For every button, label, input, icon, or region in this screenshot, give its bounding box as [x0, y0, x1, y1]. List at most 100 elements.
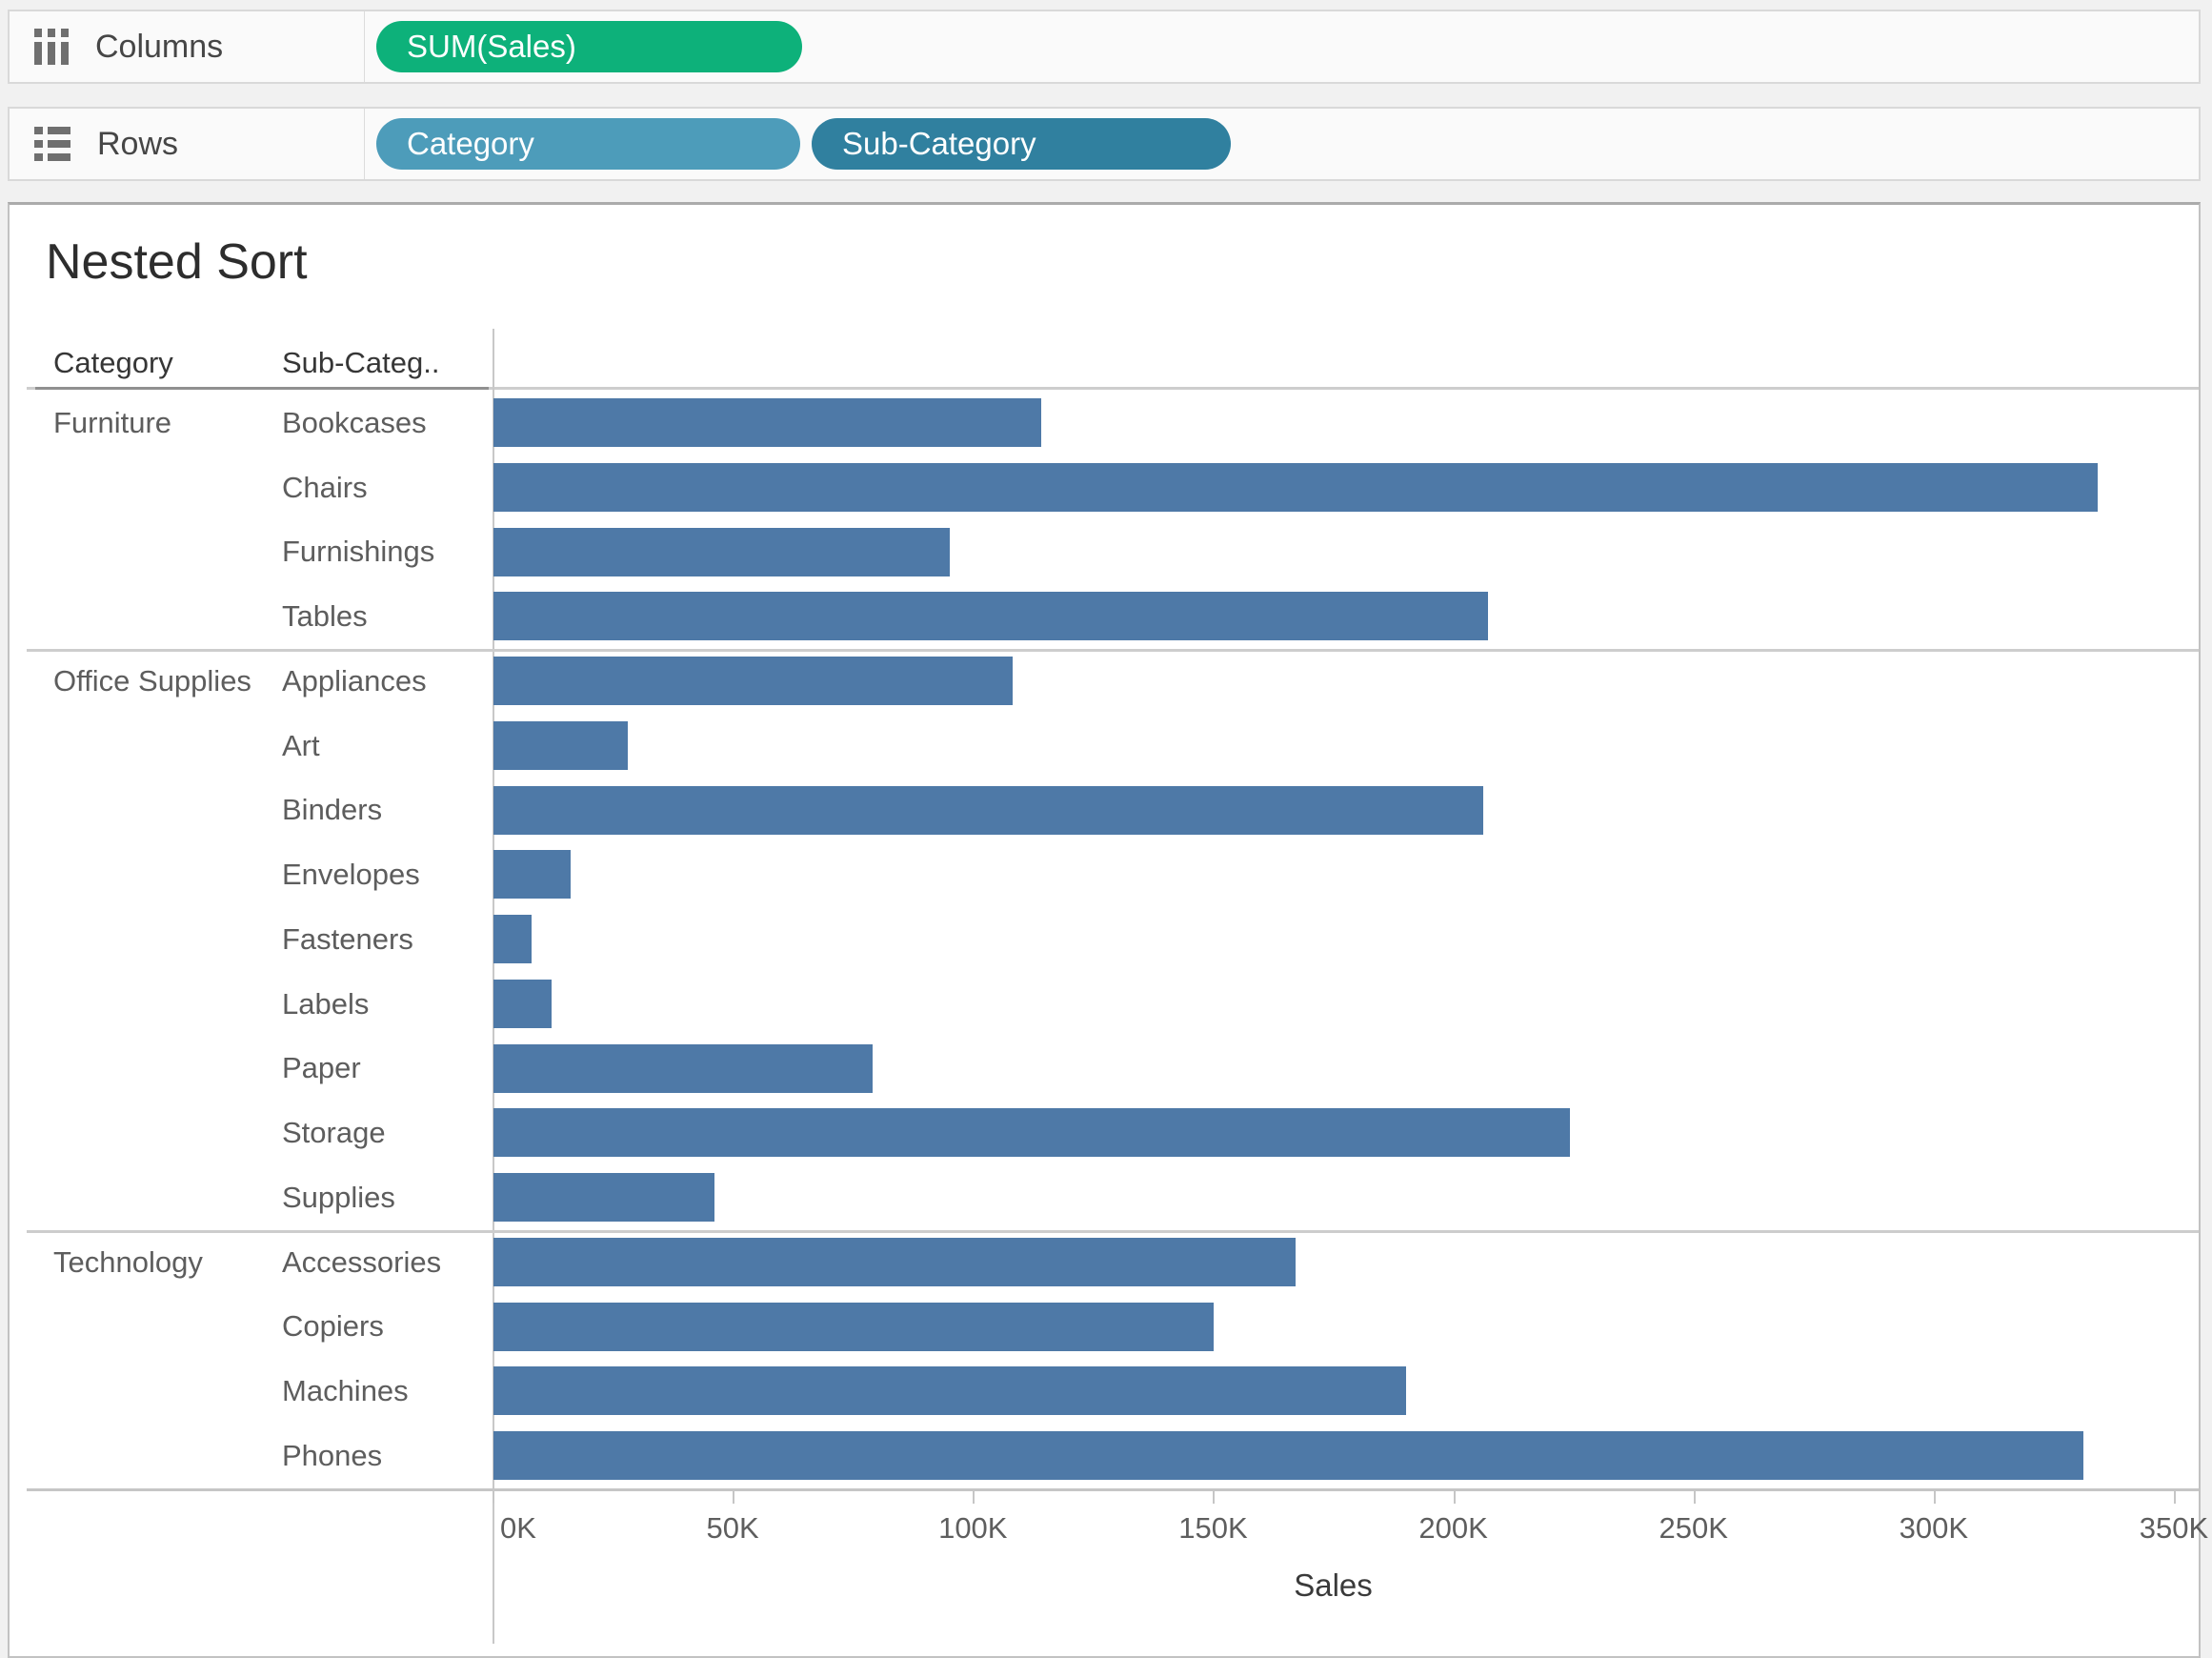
- subcategory-row-label[interactable]: Machines: [282, 1374, 409, 1408]
- bar[interactable]: [493, 592, 1488, 641]
- bar-cell: [493, 907, 2174, 972]
- x-axis-tick-label: 250K: [1659, 1511, 1728, 1545]
- bar-cell: [493, 1359, 2174, 1424]
- bar-row: Appliances: [10, 649, 2199, 714]
- rows-icon: [34, 127, 70, 161]
- bar[interactable]: [493, 785, 1483, 835]
- bar[interactable]: [493, 850, 571, 900]
- bar[interactable]: [493, 1366, 1407, 1416]
- category-cell-spacer: [10, 1424, 282, 1488]
- columns-shelf-label-area: Columns: [10, 11, 365, 82]
- category-cell-spacer: [10, 778, 282, 843]
- bar-row: Bookcases: [10, 391, 2199, 455]
- field-label-category[interactable]: Category: [53, 346, 173, 379]
- bar[interactable]: [493, 1237, 1297, 1286]
- bar-cell: [493, 1037, 2174, 1102]
- pill-category-label: Category: [407, 126, 534, 161]
- bar-cell: [493, 391, 2174, 455]
- pill-sum-sales-label: SUM(Sales): [407, 29, 576, 64]
- category-row-label[interactable]: Technology: [53, 1244, 203, 1279]
- subcategory-row-label[interactable]: Chairs: [282, 470, 368, 504]
- subcategory-row-label[interactable]: Labels: [282, 986, 370, 1021]
- bar-cell: [493, 1101, 2174, 1165]
- bar-cell: [493, 1165, 2174, 1230]
- bar-row: Supplies: [10, 1165, 2199, 1230]
- bar-cell: [493, 649, 2174, 714]
- subcategory-row-label[interactable]: Binders: [282, 793, 383, 827]
- x-axis-tick: [1933, 1491, 1936, 1504]
- subcategory-row-label[interactable]: Appliances: [282, 663, 427, 698]
- subcategory-row-label[interactable]: Accessories: [282, 1244, 442, 1279]
- rows-shelf-label-area: Rows: [10, 109, 365, 179]
- bar[interactable]: [493, 720, 629, 770]
- bar[interactable]: [493, 915, 533, 963]
- worksheet: Nested Sort Category Sub-Categ.. Furnitu…: [8, 202, 2208, 1658]
- columns-shelf-label: Columns: [95, 28, 224, 65]
- subcategory-row-label[interactable]: Phones: [282, 1438, 383, 1472]
- bar-row: Tables: [10, 584, 2199, 649]
- bar[interactable]: [493, 1173, 714, 1222]
- bar[interactable]: [493, 462, 2099, 512]
- columns-pill-area[interactable]: SUM(Sales): [365, 11, 2199, 82]
- rows-shelf: Rows Category Sub-Category: [8, 107, 2201, 181]
- bar-row: Fasteners: [10, 907, 2199, 972]
- subcategory-row-label[interactable]: Bookcases: [282, 405, 427, 439]
- subcategory-row-label[interactable]: Furnishings: [282, 535, 435, 569]
- columns-icon: [34, 29, 69, 65]
- x-axis-tick: [493, 1491, 494, 1504]
- x-axis-line: [27, 1488, 2199, 1491]
- bar-cell: [493, 778, 2174, 843]
- bar-row: Furnishings: [10, 520, 2199, 585]
- subcategory-row-label[interactable]: Art: [282, 728, 320, 762]
- category-cell-spacer: [10, 1295, 282, 1360]
- subcategory-row-label[interactable]: Tables: [282, 599, 368, 634]
- category-row-label[interactable]: Furniture: [53, 406, 172, 439]
- category-cell-spacer: [10, 520, 282, 585]
- x-axis-tick-label: 100K: [938, 1511, 1008, 1545]
- columns-shelf: Columns SUM(Sales): [8, 10, 2201, 84]
- category-row-label[interactable]: Office Supplies: [53, 664, 251, 698]
- bar[interactable]: [493, 979, 552, 1028]
- x-axis-tick-label: 50K: [706, 1511, 759, 1545]
- bar-row: Accessories: [10, 1230, 2199, 1295]
- header-underline: [35, 387, 489, 390]
- bar-cell: [493, 1295, 2174, 1360]
- bar-cell: [493, 714, 2174, 778]
- pill-sub-category[interactable]: Sub-Category: [812, 118, 1231, 170]
- category-group: Technology Accessories Copiers Machines Phon…: [10, 1230, 2199, 1488]
- bar-row: Paper: [10, 1037, 2199, 1102]
- bar-cell: [493, 972, 2174, 1037]
- header-separator-line: [27, 387, 2199, 390]
- x-axis-tick-label: 350K: [2139, 1511, 2209, 1545]
- sheet-title: Nested Sort: [46, 234, 308, 290]
- bar-row: Labels: [10, 972, 2199, 1037]
- pill-category[interactable]: Category: [376, 118, 800, 170]
- pill-sum-sales[interactable]: SUM(Sales): [376, 21, 802, 72]
- x-axis-tick: [1213, 1491, 1216, 1504]
- bar-row: Phones: [10, 1424, 2199, 1488]
- subcategory-row-label[interactable]: Paper: [282, 1051, 361, 1085]
- subcategory-row-label[interactable]: Copiers: [282, 1309, 384, 1344]
- subcategory-row-label[interactable]: Envelopes: [282, 858, 420, 892]
- bar[interactable]: [493, 398, 1041, 447]
- bar[interactable]: [493, 1302, 1215, 1351]
- bar[interactable]: [493, 657, 1013, 705]
- bar-row: Art: [10, 714, 2199, 778]
- rows-pill-area[interactable]: Category Sub-Category: [365, 109, 2199, 179]
- bar[interactable]: [493, 1108, 1570, 1158]
- bar[interactable]: [493, 1431, 2084, 1480]
- pill-sub-category-label: Sub-Category: [842, 126, 1036, 161]
- bar-row: Storage: [10, 1101, 2199, 1165]
- bar[interactable]: [493, 527, 951, 576]
- bar[interactable]: [493, 1043, 874, 1093]
- category-cell-spacer: [10, 1165, 282, 1230]
- x-axis-tick: [1453, 1491, 1456, 1504]
- field-label-subcategory[interactable]: Sub-Categ..: [282, 346, 440, 379]
- subcategory-row-label[interactable]: Fasteners: [282, 921, 413, 956]
- bar-cell: [493, 1424, 2174, 1488]
- group-separator-2: [27, 1230, 2199, 1233]
- subcategory-row-label[interactable]: Storage: [282, 1116, 386, 1150]
- rows-shelf-label: Rows: [97, 125, 179, 162]
- subcategory-row-label[interactable]: Supplies: [282, 1180, 395, 1214]
- x-axis-tick-label: 0K: [500, 1511, 536, 1545]
